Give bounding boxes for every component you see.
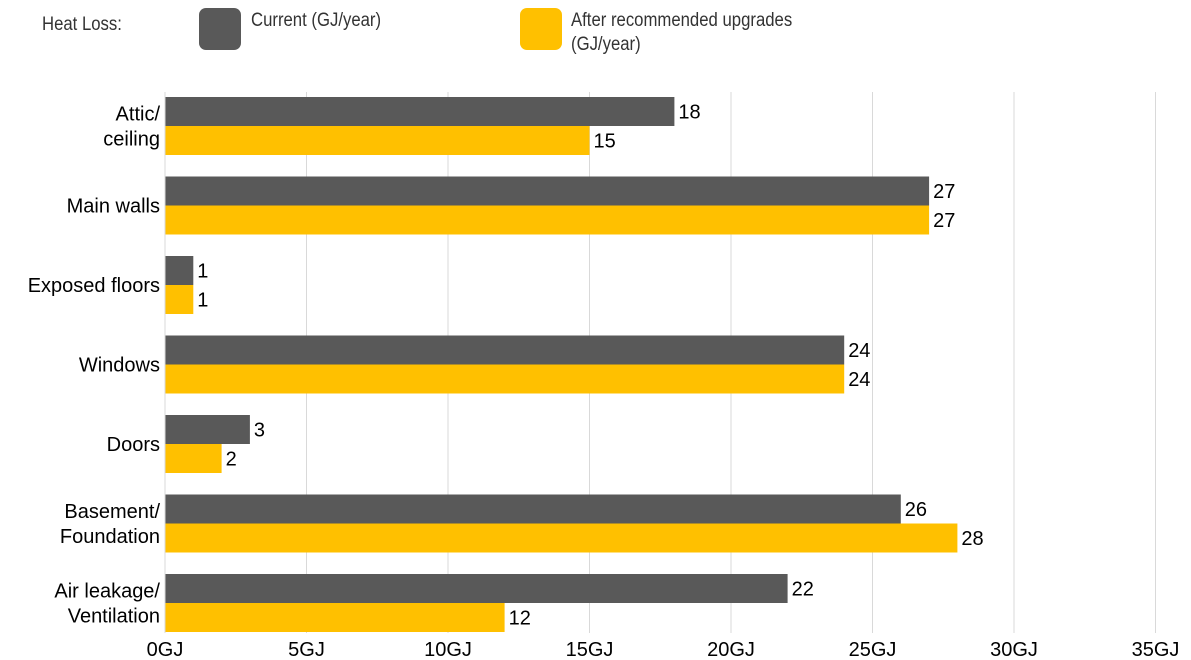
category-label: Exposed floors (28, 275, 160, 297)
data-label-after: 24 (848, 369, 870, 391)
legend-title: Heat Loss: (42, 14, 122, 35)
bar-current (165, 494, 901, 524)
category-label: Foundation (60, 526, 160, 548)
legend-label-current-text: Current (GJ/year) (251, 10, 382, 31)
data-label-current: 3 (254, 420, 265, 442)
legend-swatch-current (199, 8, 241, 50)
bar-after (165, 603, 505, 632)
bar-current (165, 415, 250, 444)
x-tick-label: 25GJ (849, 639, 897, 660)
x-tick-label: 20GJ (707, 639, 755, 660)
bar-after (165, 364, 845, 394)
bar-after (165, 126, 590, 155)
category-label: ceiling (103, 129, 160, 151)
legend-label-current: Current (GJ/year) (251, 9, 381, 33)
data-label-after: 2 (226, 449, 237, 471)
legend-label-after-line2: (GJ/year) (571, 34, 641, 55)
bar-after (165, 285, 194, 314)
bar-after (165, 444, 222, 473)
data-label-current: 26 (905, 499, 927, 521)
category-label: Windows (79, 355, 160, 377)
category-label: Basement/ (64, 501, 160, 523)
bar-current (165, 335, 845, 365)
x-tick-label: 0GJ (147, 639, 184, 660)
data-label-current: 1 (197, 261, 208, 283)
x-tick-label: 10GJ (424, 639, 472, 660)
data-label-current: 18 (678, 102, 700, 124)
data-label-current: 24 (848, 340, 870, 362)
data-label-after: 12 (509, 608, 531, 630)
legend-swatch-after (520, 8, 562, 50)
legend-label-after-line1: After recommended upgrades (571, 10, 793, 31)
category-label: Ventilation (68, 606, 160, 628)
bar-current (165, 256, 194, 285)
category-label: Main walls (67, 196, 160, 218)
data-label-current: 27 (933, 181, 955, 203)
category-label: Doors (107, 434, 160, 456)
data-label-current: 22 (792, 579, 814, 601)
category-label: Air leakage/ (54, 581, 160, 603)
category-label: Attic/ (116, 104, 161, 126)
x-tick-label: 15GJ (566, 639, 614, 660)
bar-after (165, 523, 958, 553)
data-label-after: 1 (197, 290, 208, 312)
data-label-after: 28 (961, 528, 983, 550)
bar-current (165, 176, 930, 206)
bar-current (165, 574, 788, 603)
legend-label-after: After recommended upgrades (GJ/year) (571, 9, 792, 57)
x-tick-label: 5GJ (288, 639, 325, 660)
bar-after (165, 205, 930, 235)
bar-current (165, 97, 675, 126)
data-label-after: 15 (594, 131, 616, 153)
x-tick-label: 35GJ (1132, 639, 1180, 660)
data-label-after: 27 (933, 210, 955, 232)
x-tick-label: 30GJ (990, 639, 1038, 660)
